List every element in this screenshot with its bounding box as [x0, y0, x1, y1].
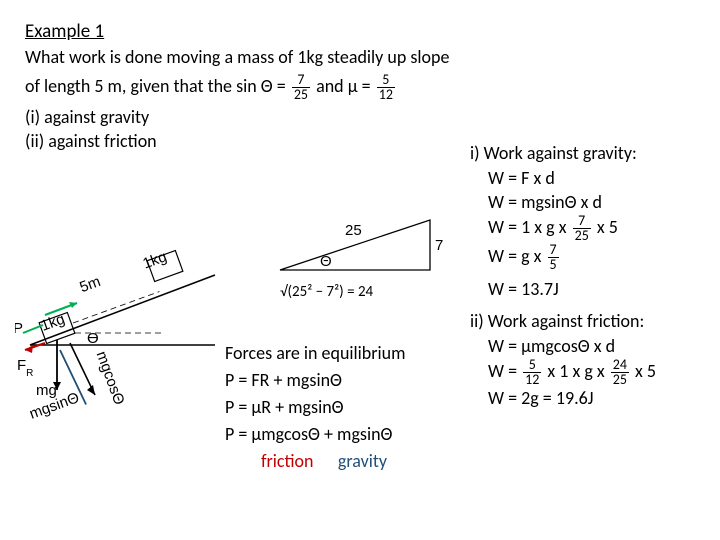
fr-label: FR [17, 357, 33, 379]
reference-triangle: 25 7 Θ [275, 215, 445, 285]
ii2B-den: 25 [611, 373, 629, 387]
mid-line3: P = μR + mgsinΘ [225, 394, 485, 421]
gravity-label: gravity [338, 450, 387, 472]
tri-hyp: 25 [345, 222, 362, 239]
theta-small-1: ϴ [87, 330, 99, 347]
i3a: W = 1 x g x [488, 216, 567, 238]
i4-frac: 7 5 [548, 243, 559, 272]
frac2-den: 12 [377, 88, 395, 102]
i-eq1: W = F x d [470, 167, 705, 190]
i-eq3: W = 1 x g x 7 25 x 5 [470, 214, 705, 243]
mgcos-label: mgcosΘ [93, 349, 128, 407]
ii2a: W = [488, 360, 517, 382]
work-calculations: i) Work against gravity: W = F x d W = m… [470, 142, 705, 411]
i-eq4: W = g x 7 5 [470, 243, 705, 272]
ii2A-den: 12 [523, 373, 541, 387]
ii2c: x 5 [635, 360, 656, 382]
p-label: P [15, 320, 23, 337]
mid-line2: P = FR + mgsinΘ [225, 367, 485, 394]
ii-eq1: W = μmgcosΘ x d [470, 335, 705, 358]
ii-eq2: W = 5 12 x 1 x g x 24 25 x 5 [470, 358, 705, 387]
slope-length-label: 5m [77, 273, 102, 296]
ii2-fracA: 5 12 [523, 358, 541, 387]
i-eq2: W = mgsinΘ x d [470, 191, 705, 214]
i4a: W = g x [488, 245, 541, 267]
i4-den: 5 [548, 258, 559, 272]
equilibrium-block: Forces are in equilibrium P = FR + mgsin… [225, 340, 485, 475]
problem-line-2a: of length 5 m, given that the sin Θ = [25, 75, 286, 97]
ii2-fracB: 24 25 [611, 358, 629, 387]
sin-theta-fraction: 7 25 [292, 73, 310, 102]
mu-fraction: 5 12 [377, 73, 395, 102]
subpart-i: (i) against gravity [25, 106, 695, 129]
friction-label: friction [261, 450, 314, 472]
problem-line-2b: and μ = [316, 75, 371, 97]
adjacent-calc: √(25² − 7²) = 24 [280, 283, 373, 301]
problem-line-2: of length 5 m, given that the sin Θ = 7 … [25, 73, 695, 102]
ii3a: W = 2g [488, 387, 539, 409]
i-eq5: W = 13.7J [470, 278, 705, 301]
mid-line1: Forces are in equilibrium [225, 340, 485, 367]
part-ii-title: ii) Work against friction: [470, 310, 705, 333]
i3b: x 5 [597, 216, 618, 238]
ii3b: = 19.6J [543, 387, 594, 409]
tri-opp: 7 [435, 237, 443, 254]
ii-eq3: W = 2g = 19.6J [470, 387, 705, 410]
tri-theta: Θ [320, 253, 332, 270]
part-i-title: i) Work against gravity: [470, 142, 705, 165]
ii2b: x 1 x g x [547, 360, 604, 382]
example-title: Example 1 [25, 20, 695, 43]
incline-diagram: 1kg 5m 1kg P FR mg mgsinΘ mgcosΘ ϴ [15, 195, 235, 425]
problem-line-1: What work is done moving a mass of 1kg s… [25, 45, 695, 69]
block-top-label: 1kg [141, 248, 170, 272]
mid-labels: friction gravity [225, 448, 485, 475]
i3-frac: 7 25 [573, 214, 591, 243]
i3-den: 25 [573, 229, 591, 243]
frac1-den: 25 [292, 88, 310, 102]
mid-line4: P = μmgcosΘ + mgsinΘ [225, 421, 485, 448]
